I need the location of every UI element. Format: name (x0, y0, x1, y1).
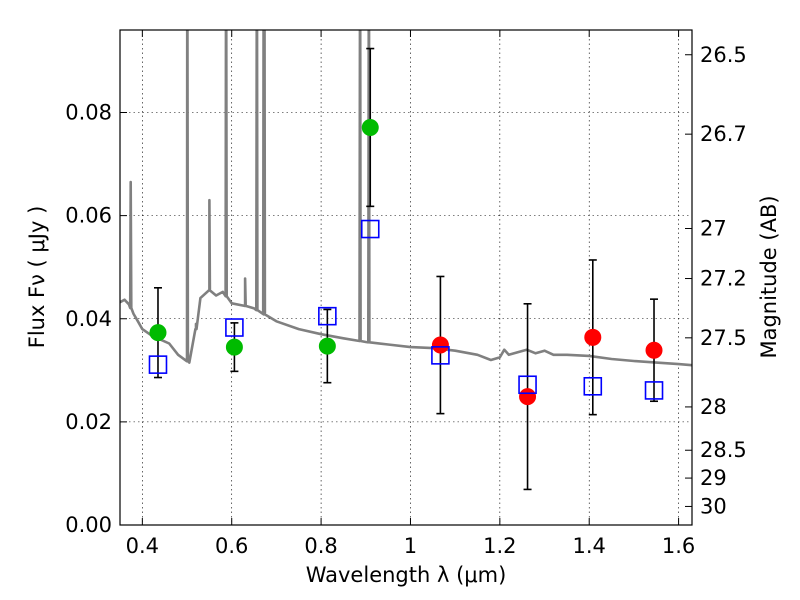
data-point-square (518, 375, 537, 395)
data-point-circle (584, 328, 602, 346)
x-tick-label: 0.8 (304, 534, 337, 558)
right-tick-label: 28.5 (700, 438, 747, 462)
right-tick-label: 26.5 (700, 43, 747, 67)
plot-frame (119, 29, 693, 526)
right-tick-label: 27 (700, 217, 727, 241)
right-tick-label: 27.5 (700, 326, 747, 350)
data-point-circle (149, 324, 167, 342)
x-tick-label: 0.6 (215, 534, 248, 558)
data-markers (148, 118, 664, 406)
axis-ticks (120, 30, 692, 526)
spectrum-line (120, 30, 692, 367)
x-tick-label: 1.6 (662, 534, 695, 558)
x-axis-label: Wavelength λ (μm) (306, 563, 507, 587)
right-tick-label: 29 (700, 466, 727, 490)
data-point-square (431, 346, 450, 365)
data-point-circle (431, 336, 449, 354)
axis-tick-labels: 0.4 0.6 0.8 1 1.2 1.4 1.6 0.00 0.02 0.04 0.06 0.08 2… (65, 43, 747, 558)
right-tick-label: 27.2 (700, 267, 747, 291)
y-tick-label: 0.02 (65, 410, 112, 434)
data-point-square (225, 318, 244, 337)
data-point-square (360, 219, 380, 239)
data-point-circle (225, 338, 243, 356)
y-axis-label: Flux Fν ( μJy ) (25, 206, 49, 349)
data-point-circle (361, 118, 379, 136)
x-tick-label: 1 (404, 534, 417, 558)
model-spectrum (120, 30, 692, 367)
data-point-circle (318, 337, 336, 355)
x-tick-label: 1.2 (483, 534, 516, 558)
y-tick-label: 0.06 (65, 204, 112, 228)
x-tick-label: 1.4 (573, 534, 606, 558)
grid (120, 30, 692, 525)
y-tick-label: 0.00 (65, 513, 112, 537)
right-tick-label: 28 (700, 395, 727, 419)
y-tick-label: 0.08 (65, 101, 112, 125)
data-point-square (318, 306, 337, 326)
x-tick-label: 0.4 (126, 534, 159, 558)
right-axis-label: Magnitude (AB) (757, 195, 781, 358)
y-tick-label: 0.04 (65, 307, 112, 331)
right-tick-label: 26.7 (700, 122, 747, 146)
data-point-square (644, 381, 664, 400)
right-tick-label: 30 (700, 494, 727, 518)
data-point-circle (645, 341, 663, 359)
data-point-square (148, 355, 168, 374)
data-point-square (583, 376, 603, 396)
data-point-circle (519, 388, 537, 406)
